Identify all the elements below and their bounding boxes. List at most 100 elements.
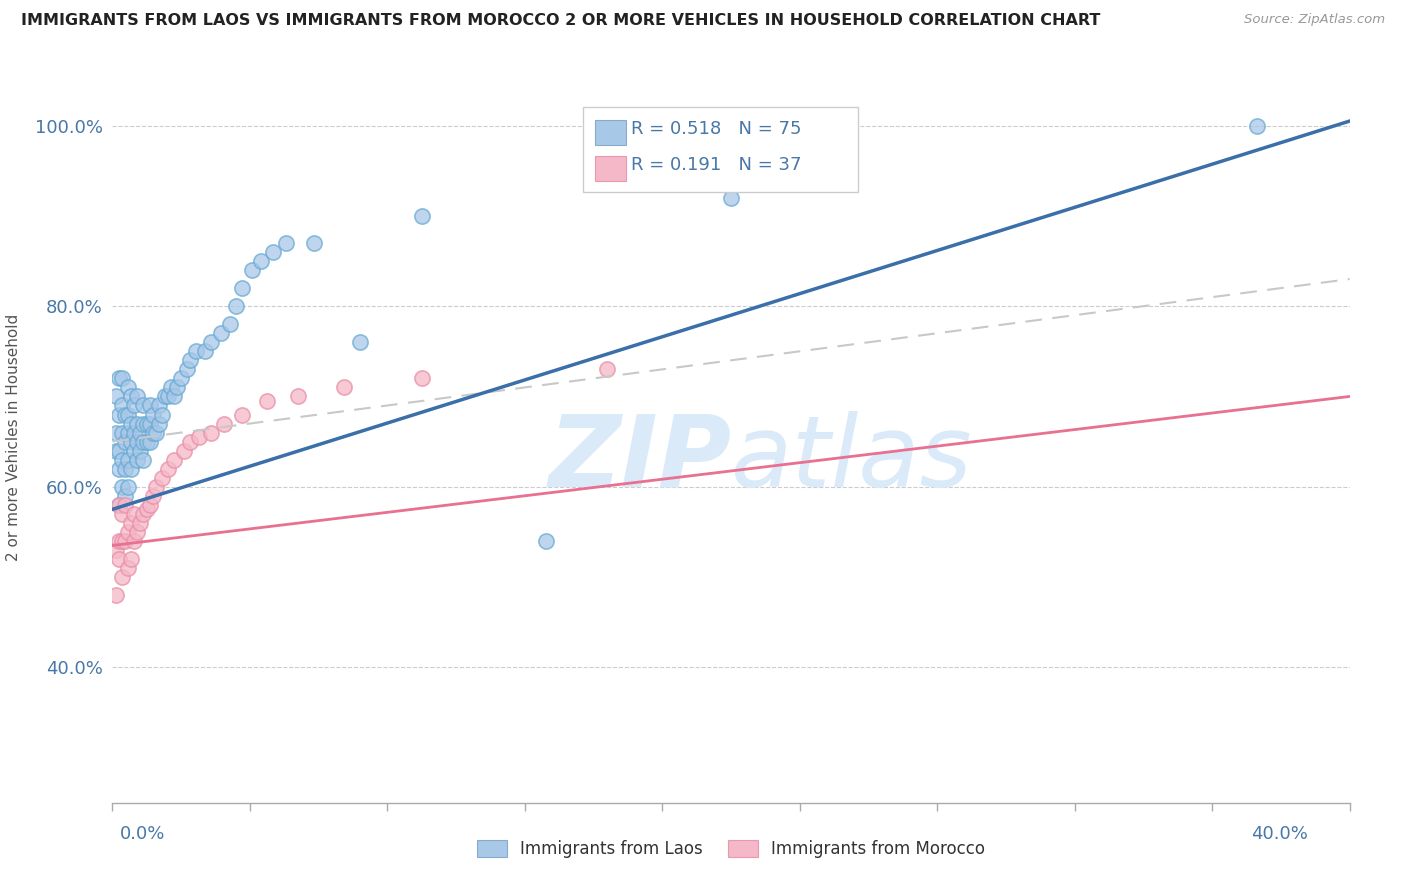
Point bbox=[169, 371, 191, 385]
Point bbox=[114, 434, 136, 449]
Point bbox=[148, 399, 170, 413]
Point bbox=[107, 552, 129, 566]
Point bbox=[142, 408, 165, 422]
Point bbox=[333, 380, 356, 394]
Text: R = 0.518   N = 75: R = 0.518 N = 75 bbox=[631, 120, 801, 138]
Point bbox=[179, 434, 201, 449]
Text: Source: ZipAtlas.com: Source: ZipAtlas.com bbox=[1244, 13, 1385, 27]
Point bbox=[114, 408, 136, 422]
Point bbox=[138, 498, 160, 512]
Point bbox=[1246, 119, 1268, 133]
Point bbox=[262, 244, 284, 259]
Point bbox=[720, 191, 742, 205]
Point bbox=[122, 425, 145, 440]
Point bbox=[184, 344, 207, 359]
Point bbox=[135, 417, 157, 431]
Point bbox=[145, 480, 167, 494]
Point bbox=[107, 461, 129, 475]
Point bbox=[163, 452, 186, 467]
Point bbox=[120, 516, 142, 530]
Point bbox=[135, 502, 157, 516]
Text: 0.0%: 0.0% bbox=[120, 825, 165, 843]
Point bbox=[111, 507, 134, 521]
Point bbox=[104, 543, 127, 558]
Point bbox=[127, 452, 149, 467]
Point bbox=[157, 389, 180, 403]
Point bbox=[163, 389, 186, 403]
Point bbox=[117, 425, 139, 440]
Point bbox=[120, 417, 142, 431]
Point bbox=[122, 443, 145, 458]
Point bbox=[135, 434, 157, 449]
Point bbox=[117, 452, 139, 467]
Point bbox=[132, 507, 155, 521]
Point bbox=[107, 443, 129, 458]
Point bbox=[107, 371, 129, 385]
Point bbox=[596, 362, 619, 376]
Point bbox=[209, 326, 232, 341]
Point bbox=[274, 235, 297, 250]
Point bbox=[138, 417, 160, 431]
Point bbox=[349, 335, 371, 350]
Point bbox=[129, 443, 152, 458]
Point bbox=[120, 552, 142, 566]
Point bbox=[302, 235, 325, 250]
Point bbox=[145, 425, 167, 440]
Point bbox=[127, 389, 149, 403]
Point bbox=[117, 380, 139, 394]
Point bbox=[411, 371, 433, 385]
Point bbox=[153, 389, 176, 403]
Point bbox=[212, 417, 235, 431]
Text: IMMIGRANTS FROM LAOS VS IMMIGRANTS FROM MOROCCO 2 OR MORE VEHICLES IN HOUSEHOLD : IMMIGRANTS FROM LAOS VS IMMIGRANTS FROM … bbox=[21, 13, 1101, 29]
Text: ZIP: ZIP bbox=[548, 410, 731, 508]
Point bbox=[104, 425, 127, 440]
Point bbox=[117, 524, 139, 539]
Point bbox=[287, 389, 309, 403]
Point bbox=[111, 452, 134, 467]
Point bbox=[120, 434, 142, 449]
Point bbox=[107, 533, 129, 548]
Point bbox=[138, 434, 160, 449]
Point bbox=[132, 417, 155, 431]
Point bbox=[122, 507, 145, 521]
Point bbox=[107, 498, 129, 512]
Point bbox=[157, 461, 180, 475]
Point bbox=[150, 408, 173, 422]
Point bbox=[111, 399, 134, 413]
Point bbox=[411, 209, 433, 223]
Point bbox=[142, 425, 165, 440]
Point bbox=[240, 263, 263, 277]
Text: R = 0.191   N = 37: R = 0.191 N = 37 bbox=[631, 156, 801, 174]
Point bbox=[225, 299, 247, 313]
Point bbox=[107, 498, 129, 512]
Point bbox=[127, 417, 149, 431]
Point bbox=[148, 417, 170, 431]
Point bbox=[194, 344, 217, 359]
Point bbox=[150, 471, 173, 485]
Point bbox=[114, 533, 136, 548]
Point bbox=[176, 362, 198, 376]
Point bbox=[111, 480, 134, 494]
Point bbox=[231, 408, 253, 422]
Point bbox=[114, 489, 136, 503]
Point bbox=[127, 434, 149, 449]
Point bbox=[138, 399, 160, 413]
Point bbox=[256, 394, 278, 409]
Point bbox=[111, 570, 134, 584]
Y-axis label: 2 or more Vehicles in Household: 2 or more Vehicles in Household bbox=[6, 313, 21, 561]
Point bbox=[117, 480, 139, 494]
Legend: Immigrants from Laos, Immigrants from Morocco: Immigrants from Laos, Immigrants from Mo… bbox=[470, 833, 993, 865]
Point bbox=[188, 430, 211, 444]
Point bbox=[114, 498, 136, 512]
Point bbox=[129, 425, 152, 440]
Point bbox=[132, 399, 155, 413]
Point bbox=[142, 489, 165, 503]
Text: atlas: atlas bbox=[731, 410, 973, 508]
Point bbox=[104, 389, 127, 403]
Point bbox=[160, 380, 183, 394]
Point bbox=[127, 524, 149, 539]
Point bbox=[120, 461, 142, 475]
Point bbox=[200, 425, 222, 440]
Point bbox=[219, 317, 242, 331]
Point bbox=[129, 516, 152, 530]
